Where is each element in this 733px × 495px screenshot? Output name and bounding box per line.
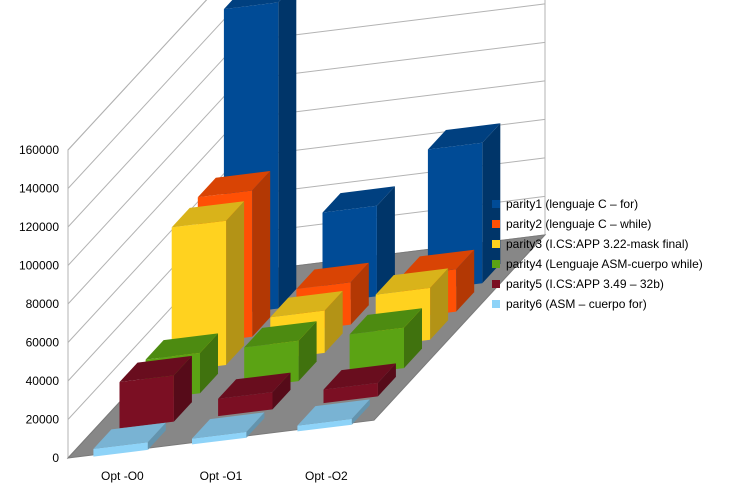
legend-item: parity5 (I.CS:APP 3.49 – 32b) [492,274,703,294]
bar-front [192,431,247,445]
bar-side [200,333,218,394]
bar-top [192,412,265,439]
y-tick-label: 0 [52,451,59,465]
legend-swatch [492,220,500,228]
bar [93,422,166,457]
bar [119,355,192,429]
bars [93,0,501,457]
y-tick-label: 160000 [19,143,59,157]
y-tick-label: 100000 [19,259,59,273]
bar-side [430,268,449,340]
bar-front [323,382,378,404]
legend-label: parity5 (I.CS:APP 3.49 – 32b) [506,277,664,291]
y-tick-label: 60000 [26,336,60,350]
bar [323,363,396,404]
bar-top [427,123,501,150]
bar-side [272,372,291,410]
bar-side [298,321,317,382]
bar-side [246,412,265,438]
y-tick-label: 20000 [26,413,60,427]
legend-swatch [492,200,500,208]
bar-top [119,355,192,383]
legend-label: parity4 (Lenguaje ASM-cuerpo while) [506,257,703,271]
bar-side [252,171,271,337]
bar-side [404,308,422,369]
legend: parity1 (lenguaje C – for) parity2 (lengu… [492,194,703,314]
legend-swatch [492,300,500,308]
x-axis: Opt -O0 Opt -O1 Opt -O2 [101,469,348,483]
legend-item: parity3 (I.CS:APP 3.22-mask final) [492,234,703,254]
bar-side [351,399,370,425]
legend-swatch [492,260,500,268]
bar-side [377,363,396,397]
bar [192,412,265,445]
bar [218,372,291,417]
legend-label: parity2 (lenguaje C – while) [506,217,652,231]
legend-swatch [492,240,500,248]
bar-side [456,249,475,312]
y-tick-label: 140000 [19,182,59,196]
bar-top [375,268,449,295]
bar-top [93,422,166,449]
bar-top [171,201,245,228]
bar-side [147,422,166,450]
legend-label: parity1 (lenguaje C – for) [506,197,639,211]
bar-front [349,327,404,375]
legend-item: parity6 (ASM – cuerpo for) [492,294,703,314]
bar-side [324,291,343,353]
bar-top [297,399,370,426]
bar-top [349,308,422,335]
bar-side [173,355,192,422]
bar-top [145,333,218,360]
bar-front [218,392,273,417]
legend-label: parity3 (I.CS:APP 3.22-mask final) [506,237,689,251]
legend-swatch [492,280,500,288]
bar [297,399,370,432]
bar-side [376,186,395,297]
y-tick-label: 40000 [26,374,60,388]
bar-top [323,363,396,390]
bar-front [119,375,174,429]
bar-top [223,0,281,10]
gridline [67,0,208,151]
bar-front [93,442,148,457]
bar-front [171,220,227,372]
bar-side [226,201,245,365]
bar-top [244,321,317,348]
bar-top [218,372,291,399]
legend-label: parity6 (ASM – cuerpo for) [506,297,647,311]
bar-top [322,186,395,213]
y-tick-label: 120000 [19,220,59,234]
bar-side [278,0,297,309]
bar [171,201,245,372]
bar-top [296,262,369,289]
bar-top [197,171,271,198]
bar-top [270,291,343,318]
x-tick-label: Opt -O1 [200,469,243,483]
legend-item: parity4 (Lenguaje ASM-cuerpo while) [492,254,703,274]
x-tick-label: Opt -O2 [305,469,348,483]
legend-item: parity1 (lenguaje C – for) [492,194,703,214]
bar-top [401,249,475,276]
legend-item: parity2 (lenguaje C – while) [492,214,703,234]
bar [349,308,422,375]
bar-front [297,418,352,432]
bar-side [350,262,369,325]
x-tick-label: Opt -O0 [101,469,144,483]
y-tick-label: 80000 [26,297,60,311]
